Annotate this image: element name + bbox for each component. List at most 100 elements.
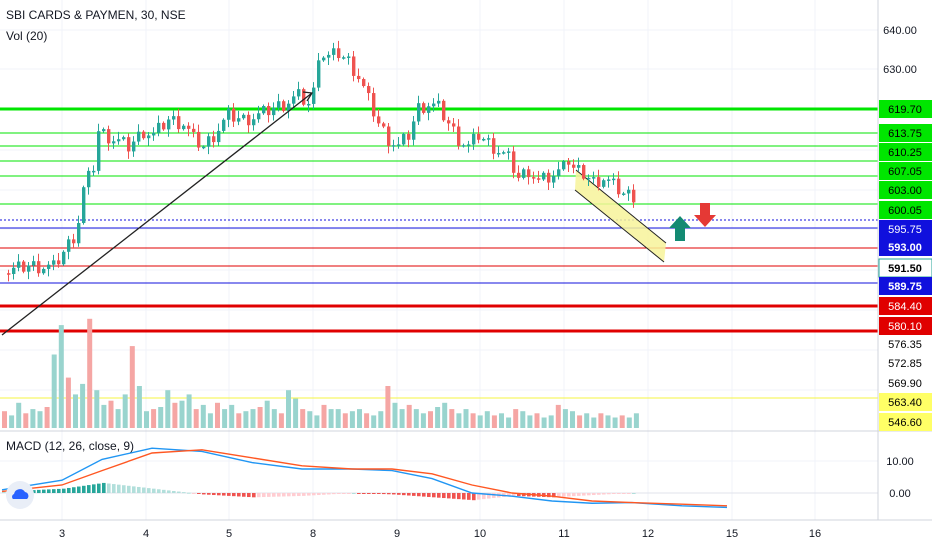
channel-bottom [574, 189, 665, 263]
volume-bar [357, 409, 362, 428]
volume-bar [307, 411, 313, 428]
volume-bar [420, 413, 426, 428]
candle-body [282, 101, 286, 111]
price-level-label: 600.05 [888, 205, 922, 217]
candle-body [562, 161, 566, 170]
volume-bar [392, 402, 398, 428]
macd-histogram-bar [242, 493, 246, 497]
candle-body [582, 165, 586, 179]
signal-line [1, 449, 728, 507]
price-level-tag [879, 413, 932, 431]
candle-body [262, 106, 266, 114]
volume-bar [44, 407, 50, 428]
volume-bar [555, 404, 561, 428]
candle-body [87, 170, 91, 188]
volume-bar [222, 409, 228, 428]
price-level-tag [879, 162, 932, 180]
volume-bar [286, 390, 291, 428]
volume-bar [122, 394, 128, 428]
macd-histogram-bar [462, 493, 466, 500]
volume-bar [527, 415, 533, 428]
volume-bar [584, 413, 590, 428]
macd-histogram-bar [247, 493, 251, 498]
macd-histogram-bar [562, 493, 566, 497]
macd-histogram-bar [87, 485, 91, 493]
price-level-tag [879, 354, 932, 372]
macd-histogram-bar [372, 493, 376, 494]
macd-histogram-bar [472, 493, 476, 501]
candle-body [232, 108, 236, 122]
candle-body [12, 267, 16, 275]
candle-body [502, 152, 506, 154]
candle-body [402, 133, 406, 145]
macd-histogram-bar [277, 493, 281, 497]
candle-body [632, 189, 636, 203]
grid [0, 0, 932, 521]
macd-histogram-bar [282, 493, 286, 497]
candle-body [517, 172, 521, 178]
macd-indicator-label[interactable]: MACD (12, 26, close, 9) [6, 439, 135, 453]
candle-body [172, 116, 176, 120]
candle-body [372, 93, 376, 117]
price-level-tag [879, 374, 932, 392]
candle-body [212, 136, 216, 143]
candle-body [377, 116, 381, 124]
volume-bar [144, 411, 149, 428]
volume-bar [136, 386, 142, 428]
macd-histogram-bar [267, 493, 271, 497]
macd-histogram-bar [272, 493, 276, 497]
volume-bar [328, 409, 334, 428]
candle-body [392, 145, 396, 147]
macd-histogram-bar [332, 493, 336, 495]
candle-body [357, 75, 361, 80]
volume-bar [435, 407, 441, 428]
macd-histogram-bar [347, 493, 351, 494]
price-level-label: 580.10 [888, 321, 922, 333]
candle-body [42, 268, 46, 274]
macd-histogram-bar [407, 493, 411, 496]
macd-histogram-bar [572, 493, 576, 497]
price-level-label: 593.00 [888, 242, 922, 254]
volume-bar [73, 394, 78, 428]
volume-indicator-label[interactable]: Vol (20) [6, 29, 48, 43]
time-tick-label: 8 [310, 528, 316, 540]
tradingview-logo-icon[interactable] [6, 481, 34, 509]
candle-body [522, 169, 526, 178]
macd-histogram-bar [412, 493, 416, 496]
macd-histogram-bar [547, 493, 551, 498]
time-axis: 3 4 5 8 9 10 11 12 15 16 [59, 528, 821, 540]
macd-histogram-bar [422, 493, 426, 497]
candle-body [162, 122, 166, 130]
candle-body [67, 239, 71, 252]
macd-histogram-bar [602, 493, 606, 495]
candle-body [512, 151, 516, 173]
macd-tick-label: 10.00 [886, 456, 914, 468]
arrow-up-icon [669, 216, 691, 241]
macd-histogram-bar [117, 484, 121, 493]
candle-body [242, 114, 246, 119]
candle-body [82, 187, 86, 224]
macd-histogram-bar [357, 493, 361, 494]
candle-body [27, 265, 31, 272]
volume-bar [463, 409, 469, 428]
candle-body [37, 261, 41, 274]
price-level-tag [879, 100, 932, 118]
candle-body [187, 125, 191, 129]
macd-histogram-bar [92, 484, 96, 493]
volume-bar [179, 400, 185, 428]
volume-bar [577, 415, 583, 428]
volume-bar [321, 404, 327, 428]
macd-histogram-bar [37, 489, 41, 493]
volume-bar [314, 415, 320, 428]
volume-bar [612, 417, 618, 428]
volume-bar [534, 413, 540, 428]
candle-body [422, 103, 426, 113]
candle-body [607, 179, 611, 181]
candle-body [302, 89, 306, 105]
volume-bar [16, 402, 22, 428]
candle-body [552, 175, 556, 183]
volume-bar [484, 411, 490, 428]
macd-histogram-bar [112, 484, 116, 493]
candle-body [412, 121, 416, 140]
